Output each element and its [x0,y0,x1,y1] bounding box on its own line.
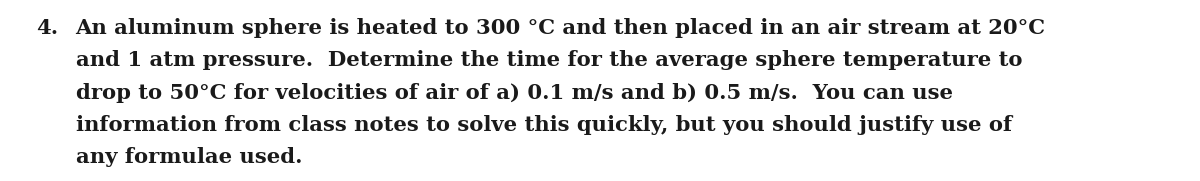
Text: and 1 atm pressure.  Determine the time for the average sphere temperature to: and 1 atm pressure. Determine the time f… [76,50,1022,70]
Text: An aluminum sphere is heated to 300 °C and then placed in an air stream at 20°C: An aluminum sphere is heated to 300 °C a… [76,18,1045,38]
Text: any formulae used.: any formulae used. [76,147,302,167]
Text: information from class notes to solve this quickly, but you should justify use o: information from class notes to solve th… [76,115,1012,135]
Text: 4.: 4. [36,18,58,38]
Text: drop to 50°C for velocities of air of a) 0.1 m/s and b) 0.5 m/s.  You can use: drop to 50°C for velocities of air of a)… [76,83,953,102]
